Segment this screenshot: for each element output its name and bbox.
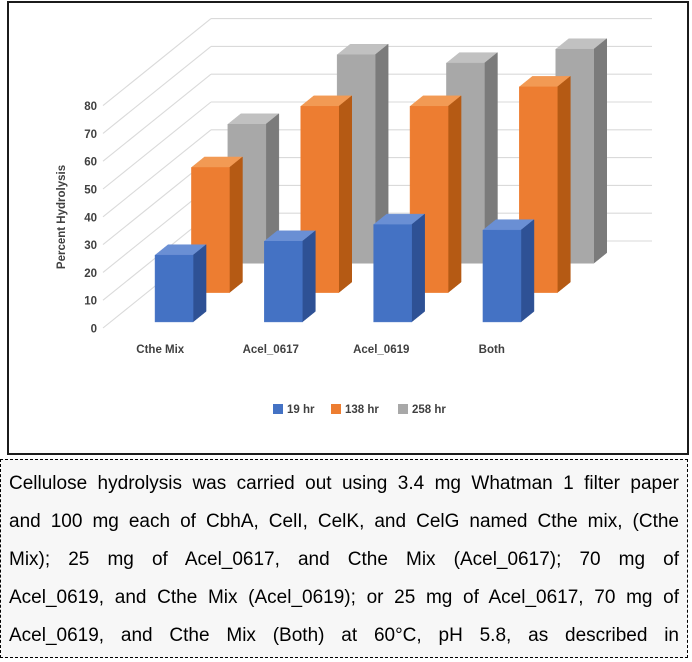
legend-label-258 hr: 258 hr <box>412 404 446 416</box>
y-axis-tick-label: 20 <box>84 268 97 280</box>
legend-label-138 hr: 138 hr <box>345 404 379 416</box>
x-axis-label-Both: Both <box>479 344 505 356</box>
caption-line-4: Acel_0619, and Cthe Mix (Acel_0619); or … <box>9 587 679 608</box>
gridline-diagonal <box>102 18 212 107</box>
caption-line-1: Cellulose hydrolysis was carried out usi… <box>9 473 679 494</box>
bar-side-138 hr-Acel_0617 <box>338 95 353 294</box>
bar-side-258 hr-Both <box>593 38 608 264</box>
bar-19 hr-Acel_0619 <box>373 224 412 323</box>
y-axis-tick-label: 30 <box>84 240 97 252</box>
caption-line-3: Mix); 25 mg of Acel_0617, and Cthe Mix (… <box>9 549 679 570</box>
bar-19 hr-Cthe Mix <box>154 254 194 323</box>
caption-panel: Cellulose hydrolysis was carried out usi… <box>0 459 688 658</box>
y-axis-tick-label: 10 <box>84 296 97 308</box>
bar-side-19 hr-Acel_0619 <box>411 213 425 323</box>
y-axis-tick-label: 80 <box>84 101 97 113</box>
x-axis-label-Acel_0619: Acel_0619 <box>353 344 409 356</box>
gridline-diagonal <box>102 129 212 218</box>
y-axis-title: Percent Hydrolysis <box>56 165 68 269</box>
bar-side-138 hr-Cthe Mix <box>229 156 243 294</box>
legend-swatch-19 hr <box>273 404 283 414</box>
x-axis-label-Acel_0617: Acel_0617 <box>243 344 299 356</box>
bar-side-138 hr-Both <box>557 75 571 294</box>
y-axis-tick-label: 60 <box>84 157 97 169</box>
bar-side-138 hr-Acel_0619 <box>447 95 462 294</box>
gridline-diagonal <box>102 73 212 162</box>
legend-label-19 hr: 19 hr <box>287 404 315 416</box>
bar-side-19 hr-Cthe Mix <box>192 244 207 323</box>
y-axis-tick-label: 70 <box>84 129 97 141</box>
bar-side-19 hr-Both <box>520 219 535 323</box>
y-axis-tick-label: 50 <box>84 185 97 197</box>
gridline-diagonal <box>102 45 212 134</box>
legend-swatch-258 hr <box>398 404 408 414</box>
caption-line-5: Acel_0619, and Cthe Mix (Both) at 60°C, … <box>9 625 679 646</box>
x-axis-label-Cthe Mix: Cthe Mix <box>136 344 185 356</box>
bar-side-19 hr-Acel_0617 <box>302 230 316 323</box>
y-axis-tick-label: 0 <box>91 324 97 336</box>
y-axis-tick-label: 40 <box>84 212 97 224</box>
legend-swatch-138 hr <box>331 404 341 414</box>
bar-19 hr-Acel_0617 <box>264 241 303 323</box>
gridline-diagonal <box>102 101 212 190</box>
3d-bar-chart: 0 10 20 30 40 50 60 70 80 Percent Hydrolysis Cthe … <box>56 18 652 416</box>
caption-line-2: and 100 mg each of CbhA, CelI, CelK, and… <box>9 511 679 532</box>
bar-19 hr-Both <box>482 229 522 323</box>
